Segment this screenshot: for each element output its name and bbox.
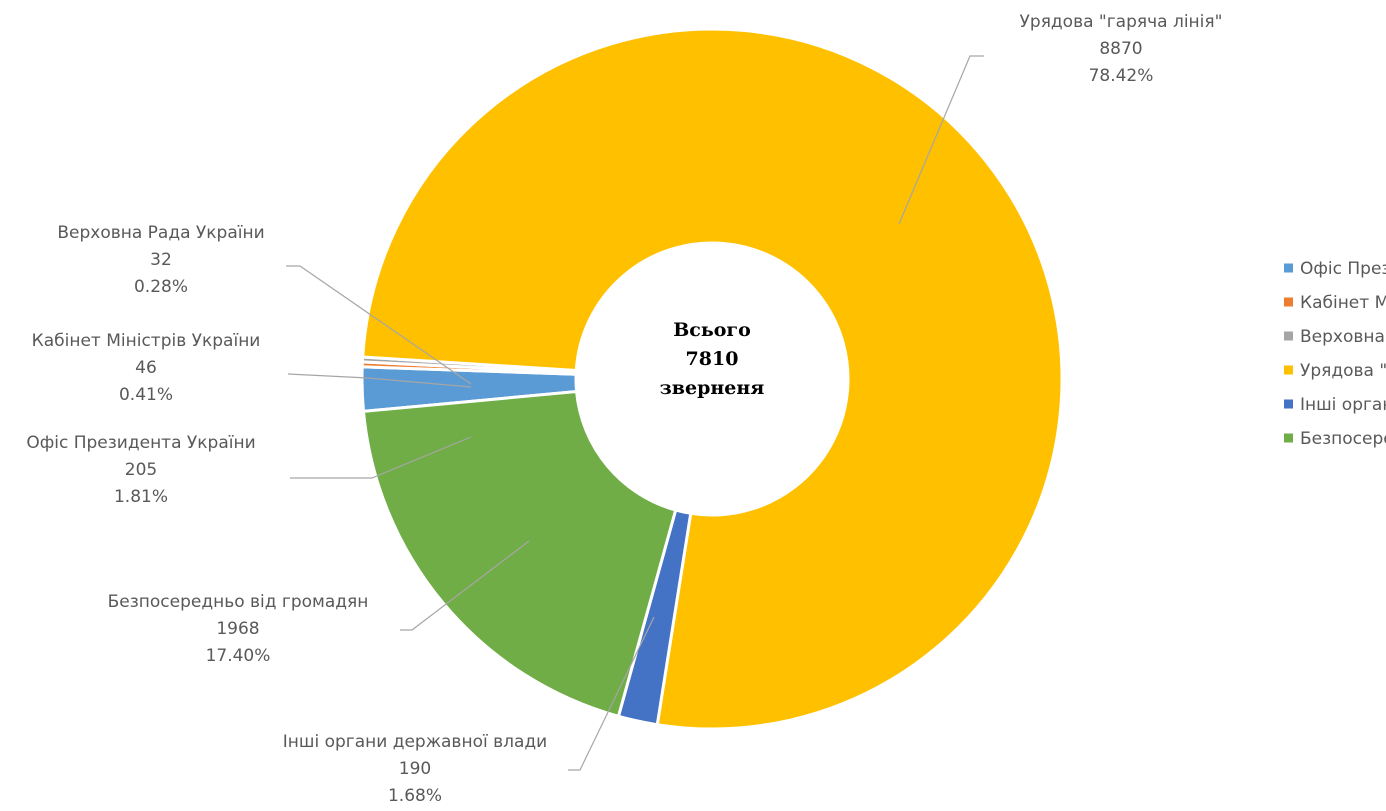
legend-label-1: Кабінет Міністрів України — [1300, 293, 1386, 313]
legend-label-0: Офіс Президента України — [1300, 259, 1386, 279]
legend-swatch-3 — [1284, 365, 1293, 375]
center-text-line-2: зверненя — [660, 377, 765, 399]
leader-line-0 — [290, 436, 472, 479]
center-text-line-0: Всього — [673, 319, 751, 341]
data-label-value: 8870 — [1099, 39, 1142, 59]
data-label-name: Урядова "гаряча лінія" — [1020, 12, 1223, 32]
data-label-5: Безпосередньо від громадян 1968 17.40% — [108, 592, 369, 666]
data-label-name: Безпосередньо від громадян — [108, 592, 369, 612]
data-label-percent: 1.81% — [114, 487, 168, 507]
slice-3 — [361, 27, 1064, 731]
leader-line-3 — [898, 55, 984, 225]
data-label-percent: 78.42% — [1089, 66, 1154, 86]
data-label-name: Верховна Рада України — [57, 223, 264, 243]
data-label-percent: 0.28% — [134, 277, 188, 297]
legend-label-3: Урядова "гаряча лінія" — [1300, 361, 1386, 381]
legend-swatch-1 — [1284, 297, 1293, 307]
legend-swatch-0 — [1284, 263, 1293, 273]
legend-label-4: Інші органи державної влади — [1300, 395, 1386, 415]
legend-swatch-2 — [1284, 331, 1293, 341]
slice-5 — [361, 389, 678, 719]
data-label-percent: 0.41% — [119, 385, 173, 405]
leader-line-5 — [400, 540, 530, 631]
legend-swatch-4 — [1284, 399, 1293, 409]
legend-swatch-5 — [1284, 433, 1293, 443]
leader-line-1 — [287, 373, 472, 388]
leader-line-4 — [568, 616, 655, 771]
data-label-value: 1968 — [216, 619, 259, 639]
data-label-value: 190 — [399, 759, 431, 779]
data-label-name: Офіс Президента України — [26, 433, 255, 453]
data-label-1: Кабінет Міністрів України 46 0.41% — [32, 331, 261, 405]
data-label-percent: 17.40% — [206, 646, 271, 666]
data-label-3: Урядова "гаряча лінія" 8870 78.42% — [1020, 12, 1223, 86]
data-label-2: Верховна Рада України 32 0.28% — [57, 223, 264, 297]
leader-line-2 — [286, 265, 472, 385]
data-label-value: 32 — [150, 250, 172, 270]
data-label-value: 46 — [135, 358, 157, 378]
center-text-line-1: 7810 — [686, 348, 739, 370]
legend-label-5: Безпосередньо від громадян — [1300, 429, 1386, 449]
data-label-4: Інші органи державної влади 190 1.68% — [283, 732, 547, 806]
data-label-0: Офіс Президента України 205 1.81% — [26, 433, 255, 507]
legend-label-2: Верховна Рада України — [1300, 327, 1386, 347]
data-label-name: Кабінет Міністрів України — [32, 331, 261, 351]
data-label-value: 205 — [125, 460, 157, 480]
data-label-name: Інші органи державної влади — [283, 732, 547, 752]
data-label-percent: 1.68% — [388, 786, 442, 806]
